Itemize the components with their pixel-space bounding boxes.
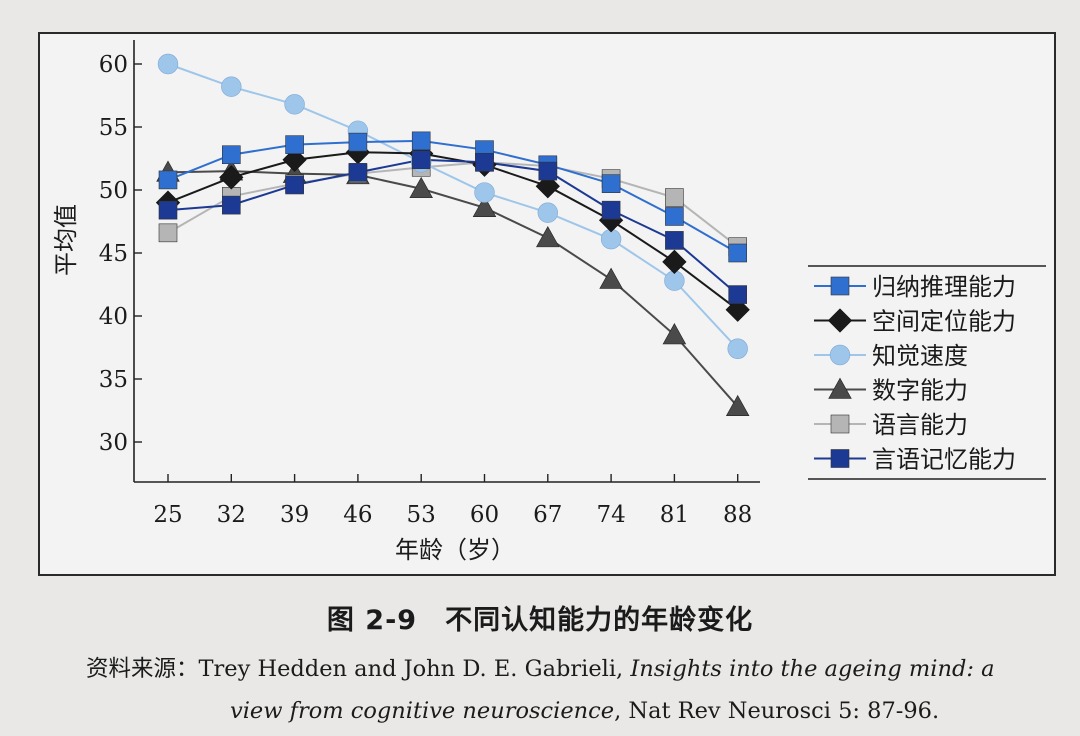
series-5-point [222, 195, 241, 215]
series-line-4 [167, 161, 739, 248]
legend-label: 知觉速度 [872, 342, 968, 370]
legend-marker [827, 308, 853, 333]
series-0-point [601, 174, 621, 193]
series-2-point [157, 53, 179, 75]
x-tick-label: 74 [596, 502, 625, 528]
x-tick-label: 81 [660, 502, 689, 528]
series-3-point [662, 323, 687, 345]
series-2-point [221, 76, 242, 97]
series-0-point [728, 243, 748, 263]
x-tick-label: 46 [343, 502, 372, 528]
series-line-5 [167, 158, 739, 296]
y-tick-label: 35 [99, 367, 128, 393]
x-axis-label: 年龄（岁） [395, 536, 515, 564]
legend-label: 归纳推理能力 [872, 273, 1016, 301]
series-0-point [665, 207, 684, 226]
series-5-point [665, 231, 684, 250]
x-tick-label: 53 [407, 502, 436, 528]
series-2-point [284, 94, 305, 115]
series-5-point [348, 163, 368, 182]
legend-marker [829, 344, 851, 366]
source-journal: , Nat Rev Neurosci 5: 87-96. [614, 698, 940, 724]
series-2-point [727, 338, 748, 359]
series-5-point [538, 161, 558, 181]
series-1-point [535, 174, 560, 199]
series-5-point [411, 150, 431, 170]
source-title-part2: view from cognitive neuroscience [230, 698, 615, 724]
series-4-point [665, 188, 684, 207]
series-3-point [409, 176, 433, 199]
legend-label: 语言能力 [872, 411, 968, 439]
series-line-1 [167, 151, 739, 311]
legend-label: 言语记忆能力 [872, 446, 1016, 474]
series-2-point [537, 202, 558, 223]
x-tick-label: 25 [153, 502, 182, 528]
source-title-part1: Insights into the ageing mind: a [630, 656, 995, 682]
y-tick-label: 50 [99, 178, 128, 204]
x-tick-label: 60 [470, 502, 499, 528]
figure-caption: 图 2-9 不同认知能力的年龄变化 [326, 605, 754, 636]
series-line-2 [167, 63, 739, 350]
series-0-point [285, 135, 304, 154]
series-5-point [728, 285, 748, 304]
series-5-point [285, 175, 304, 195]
x-tick-label: 32 [217, 502, 246, 528]
series-3-point [536, 226, 560, 248]
source-citation: 资料来源：Trey Hedden and John D. E. Gabrieli… [86, 648, 1076, 732]
line-chart: 30 35 40 45 50 55 60 25 32 39 46 53 60 67 74 81 88 平均值年龄（… [52, 40, 1046, 564]
y-axis-label: 平均值 [52, 204, 80, 276]
series-0-point [411, 131, 431, 151]
legend-marker [828, 377, 852, 399]
series-line-3 [167, 170, 739, 408]
source-authors: Trey Hedden and John D. E. Gabrieli, [198, 656, 631, 682]
series-0-point [158, 170, 178, 190]
series-5-point [601, 200, 621, 220]
x-tick-label: 67 [533, 502, 562, 528]
x-tick-label: 88 [723, 502, 752, 528]
legend-marker [830, 449, 850, 468]
legend-label: 数字能力 [872, 377, 968, 405]
x-tick-label: 39 [280, 502, 309, 528]
series-5-point [158, 200, 178, 220]
y-tick-label: 45 [99, 241, 128, 267]
series-3-point [599, 267, 623, 289]
legend-label: 空间定位能力 [872, 308, 1016, 336]
legend-marker [830, 276, 850, 296]
series-1-point [662, 249, 687, 274]
series-0-point [348, 132, 368, 152]
y-tick-label: 40 [99, 304, 128, 330]
series-1-point [219, 165, 244, 190]
legend-marker [830, 414, 850, 434]
source-label: 资料来源： [86, 656, 199, 682]
series-0-point [222, 145, 241, 165]
y-tick-label: 30 [99, 430, 128, 456]
series-4-point [158, 223, 178, 243]
series-3-point [725, 394, 750, 417]
y-tick-label: 55 [99, 115, 128, 141]
y-tick-label: 60 [99, 52, 128, 78]
series-5-point [475, 152, 494, 172]
series-1-point [725, 297, 750, 322]
series-line-0 [167, 139, 739, 254]
series-2-point [474, 182, 495, 203]
series-3-point [472, 195, 497, 217]
figure-frame [38, 32, 1056, 576]
